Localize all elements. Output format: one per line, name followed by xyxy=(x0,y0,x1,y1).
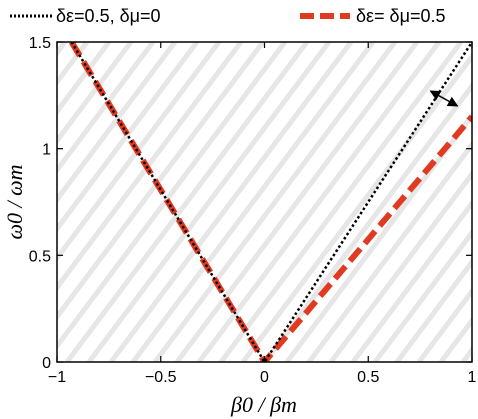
plot-lines xyxy=(68,42,472,362)
hatch-stripe xyxy=(395,257,472,362)
hatch-stripe xyxy=(263,81,472,362)
hatch-stripe xyxy=(153,42,397,362)
x-tick-label: 1 xyxy=(468,369,477,386)
hatch-stripe xyxy=(307,140,472,362)
plot-background xyxy=(57,42,472,362)
x-axis: −1 −0.5 0 0.5 1 xyxy=(48,42,477,386)
y-axis-label: ω0 / ωm xyxy=(2,164,27,239)
x-tick-label: 0 xyxy=(260,369,269,386)
hatch-stripe xyxy=(87,42,331,362)
hatch-stripe xyxy=(329,169,472,362)
hatch-stripe xyxy=(57,42,133,145)
hatch-stripe xyxy=(57,42,243,292)
x-tick-label: 0.5 xyxy=(357,369,379,386)
legend-label-series-2: δε= δμ=0.5 xyxy=(356,6,445,26)
hatch-stripe xyxy=(57,42,155,175)
legend: δε=0.5, δμ=0 δε= δμ=0.5 xyxy=(10,6,445,26)
hatch-stripe xyxy=(57,42,177,204)
hatch-stripe xyxy=(109,42,353,362)
hatch-stripe xyxy=(65,42,309,362)
x-axis-label: β0 / βm xyxy=(230,392,297,417)
x-tick-label: −0.5 xyxy=(145,369,177,386)
y-tick-label: 0 xyxy=(42,355,51,372)
y-tick-label: 1.5 xyxy=(29,35,51,52)
hatch-stripe xyxy=(351,199,472,362)
hatch-stripe xyxy=(57,42,199,233)
y-tick-label: 1 xyxy=(42,142,51,159)
hatch-stripe xyxy=(131,42,375,362)
difference-arrow xyxy=(429,90,459,107)
legend-label-series-1: δε=0.5, δμ=0 xyxy=(56,6,161,26)
x-tick-label: −1 xyxy=(48,369,66,386)
hatch-stripe xyxy=(57,42,265,321)
hatch-stripe xyxy=(373,228,472,362)
y-axis: 0 0.5 1 1.5 xyxy=(29,35,472,372)
hatch-stripe xyxy=(285,111,472,362)
hatch-stripe xyxy=(197,42,441,362)
hatch-stripe xyxy=(175,42,419,362)
hatch-stripe xyxy=(417,287,472,362)
y-tick-label: 0.5 xyxy=(29,248,51,265)
hatch-stripe xyxy=(219,42,463,362)
hatch-stripe xyxy=(57,42,221,263)
series-line-delta-eps-delta-mu xyxy=(68,42,472,362)
hatch-stripe xyxy=(57,42,111,116)
